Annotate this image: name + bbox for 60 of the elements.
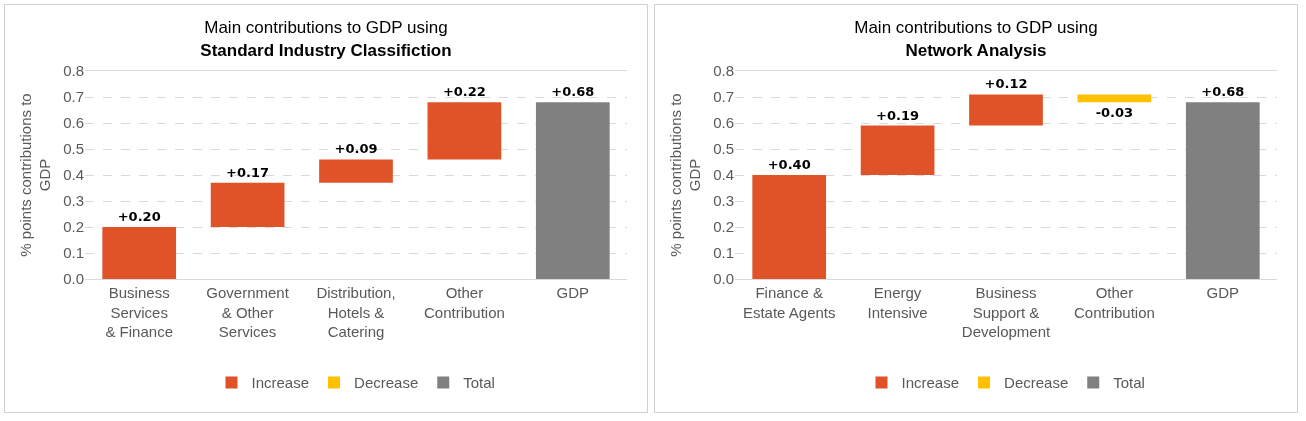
y-tick-label: 0.3 xyxy=(713,192,734,210)
y-tick-label: 0.0 xyxy=(63,270,84,288)
y-tick-label: 0.3 xyxy=(63,192,84,210)
chart-title: Main contributions to GDP using xyxy=(854,18,1098,38)
y-tick-label: 0.5 xyxy=(713,140,734,158)
bar xyxy=(752,175,827,279)
data-label: +0.17 xyxy=(226,164,270,180)
y-tick-label: 0.5 xyxy=(63,140,84,158)
chart-subtitle: Network Analysis xyxy=(905,40,1047,60)
y-tick-label: 0.7 xyxy=(713,88,734,106)
y-tick-label: 0.6 xyxy=(713,114,734,132)
y-tick-label: 0.1 xyxy=(713,244,734,262)
chart-title: Main contributions to GDP using xyxy=(204,18,448,38)
legend-label: Increase xyxy=(251,374,310,392)
bar xyxy=(210,182,285,227)
y-tick-label: 0.8 xyxy=(63,62,84,80)
x-tick-label: Business Support & Development xyxy=(961,284,1052,340)
y-axis-title: % points contributions to GDP xyxy=(666,93,704,257)
x-tick-label: Distribution, Hotels & Catering xyxy=(316,284,396,340)
y-tick-label: 0.1 xyxy=(63,244,84,262)
x-tick-label: GDP xyxy=(1206,284,1240,301)
bar xyxy=(427,102,502,160)
y-tick-label: 0.4 xyxy=(713,166,734,184)
y-tick-label: 0.8 xyxy=(713,62,734,80)
data-label: +0.68 xyxy=(551,84,595,100)
y-tick-label: 0.2 xyxy=(713,218,734,236)
legend-label: Decrease xyxy=(354,374,419,392)
bar xyxy=(319,159,393,183)
data-label: +0.19 xyxy=(876,107,920,123)
x-tick-label: Government & Other Services xyxy=(206,284,290,340)
bar xyxy=(860,125,935,175)
bar xyxy=(1077,94,1152,103)
bar xyxy=(969,94,1043,126)
data-label: +0.40 xyxy=(767,157,811,172)
legend-label: Total xyxy=(1113,374,1145,392)
bar xyxy=(102,227,177,279)
data-label: +0.20 xyxy=(117,209,161,224)
data-label: +0.22 xyxy=(442,84,486,100)
y-tick-label: 0.0 xyxy=(713,270,734,288)
x-tick-label: GDP xyxy=(556,284,590,301)
chart-subtitle: Standard Industry Classifiction xyxy=(200,40,452,60)
data-label: +0.68 xyxy=(1201,84,1245,100)
x-tick-label: Business Services & Finance xyxy=(105,284,173,340)
legend-label: Total xyxy=(463,374,495,392)
bar xyxy=(535,102,610,279)
x-tick-label: Other Contribution xyxy=(1073,284,1155,321)
x-tick-label: Other Contribution xyxy=(423,284,505,321)
y-tick-label: 0.4 xyxy=(63,166,84,184)
legend-label: Decrease xyxy=(1004,374,1069,392)
x-tick-label: Finance & Estate Agents xyxy=(742,284,836,321)
x-tick-label: Energy Intensive xyxy=(867,284,928,321)
data-label: +0.12 xyxy=(984,76,1028,92)
y-tick-label: 0.2 xyxy=(63,218,84,236)
bar xyxy=(1185,102,1260,279)
y-axis-title: % points contributions to GDP xyxy=(16,93,54,257)
y-tick-label: 0.7 xyxy=(63,88,84,106)
legend-label: Increase xyxy=(901,374,960,392)
data-label: -0.03 xyxy=(1095,105,1134,121)
y-tick-label: 0.6 xyxy=(63,114,84,132)
data-label: +0.09 xyxy=(334,141,378,157)
